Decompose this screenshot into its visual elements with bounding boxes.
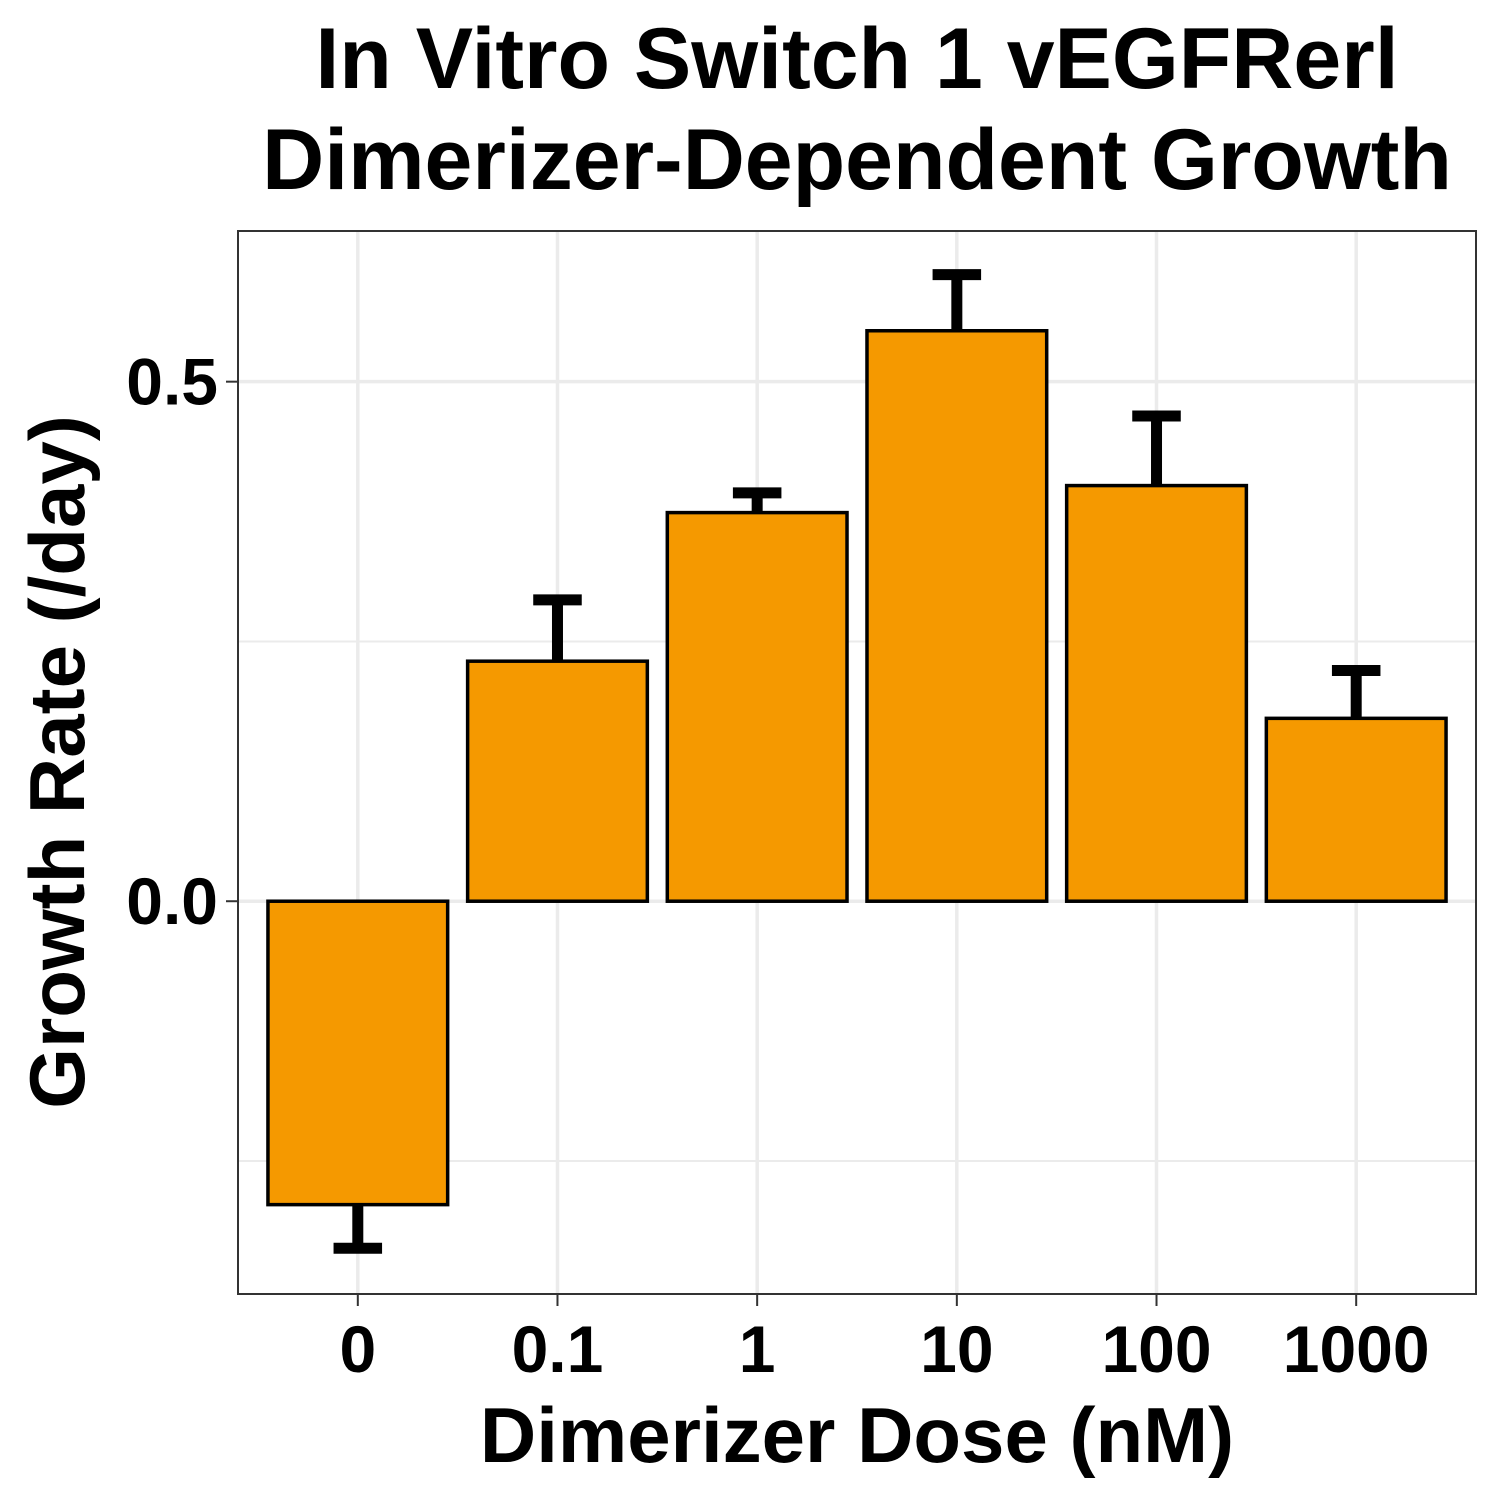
- x-axis-ticks: 0 0.1 1 10 100 1000: [339, 1294, 1430, 1386]
- panel-border: [237, 230, 1477, 1295]
- bar: [465, 659, 650, 903]
- bar: [865, 329, 1049, 903]
- y-tick-label: 0.0: [126, 864, 218, 938]
- y-tick-label: 0.5: [126, 345, 218, 419]
- bar: [266, 899, 450, 1207]
- error-bars: [333, 269, 1381, 1254]
- bars: [266, 329, 1448, 1207]
- chart-title-line-2: Dimerizer-Dependent Growth: [262, 112, 1452, 208]
- y-axis-ticks: 0.0 0.5: [126, 345, 238, 938]
- x-tick-label: 1000: [1283, 1312, 1430, 1386]
- chart-title-line-1: In Vitro Switch 1 vEGFRerl: [315, 11, 1398, 107]
- bar: [1064, 483, 1249, 903]
- bar: [665, 510, 849, 903]
- bar: [1264, 716, 1448, 903]
- x-tick-label: 1: [739, 1312, 776, 1386]
- x-tick-label: 0.1: [512, 1312, 604, 1386]
- x-tick-label: 0: [339, 1312, 376, 1386]
- x-tick-label: 10: [920, 1312, 993, 1386]
- x-tick-label: 100: [1101, 1312, 1211, 1386]
- x-axis-title: Dimerizer Dose (nM): [480, 1391, 1234, 1479]
- y-axis-title: Growth Rate (/day): [13, 415, 101, 1108]
